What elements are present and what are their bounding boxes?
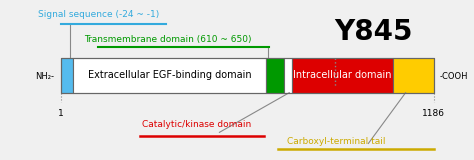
Text: -COOH: -COOH [439,72,468,80]
Text: Transmembrane domain (610 ~ 650): Transmembrane domain (610 ~ 650) [84,35,252,44]
Text: Y845: Y845 [334,18,412,46]
Bar [284,58,292,93]
Bar [73,58,266,93]
Text: Intracellular domain: Intracellular domain [293,70,392,80]
Text: Signal sequence (-24 ~ -1): Signal sequence (-24 ~ -1) [38,10,159,20]
Bar [61,58,73,93]
Text: NH₂-: NH₂- [35,72,54,80]
Text: Catalytic/kinase domain: Catalytic/kinase domain [142,120,251,129]
Text: Extracellular EGF-binding domain: Extracellular EGF-binding domain [88,70,251,80]
Bar [392,58,434,93]
Bar [292,58,392,93]
Text: Carboxyl-terminal tail: Carboxyl-terminal tail [287,137,385,146]
Text: 1: 1 [58,108,64,118]
Bar [61,58,434,93]
Bar [266,58,284,93]
Text: 1186: 1186 [422,108,445,118]
